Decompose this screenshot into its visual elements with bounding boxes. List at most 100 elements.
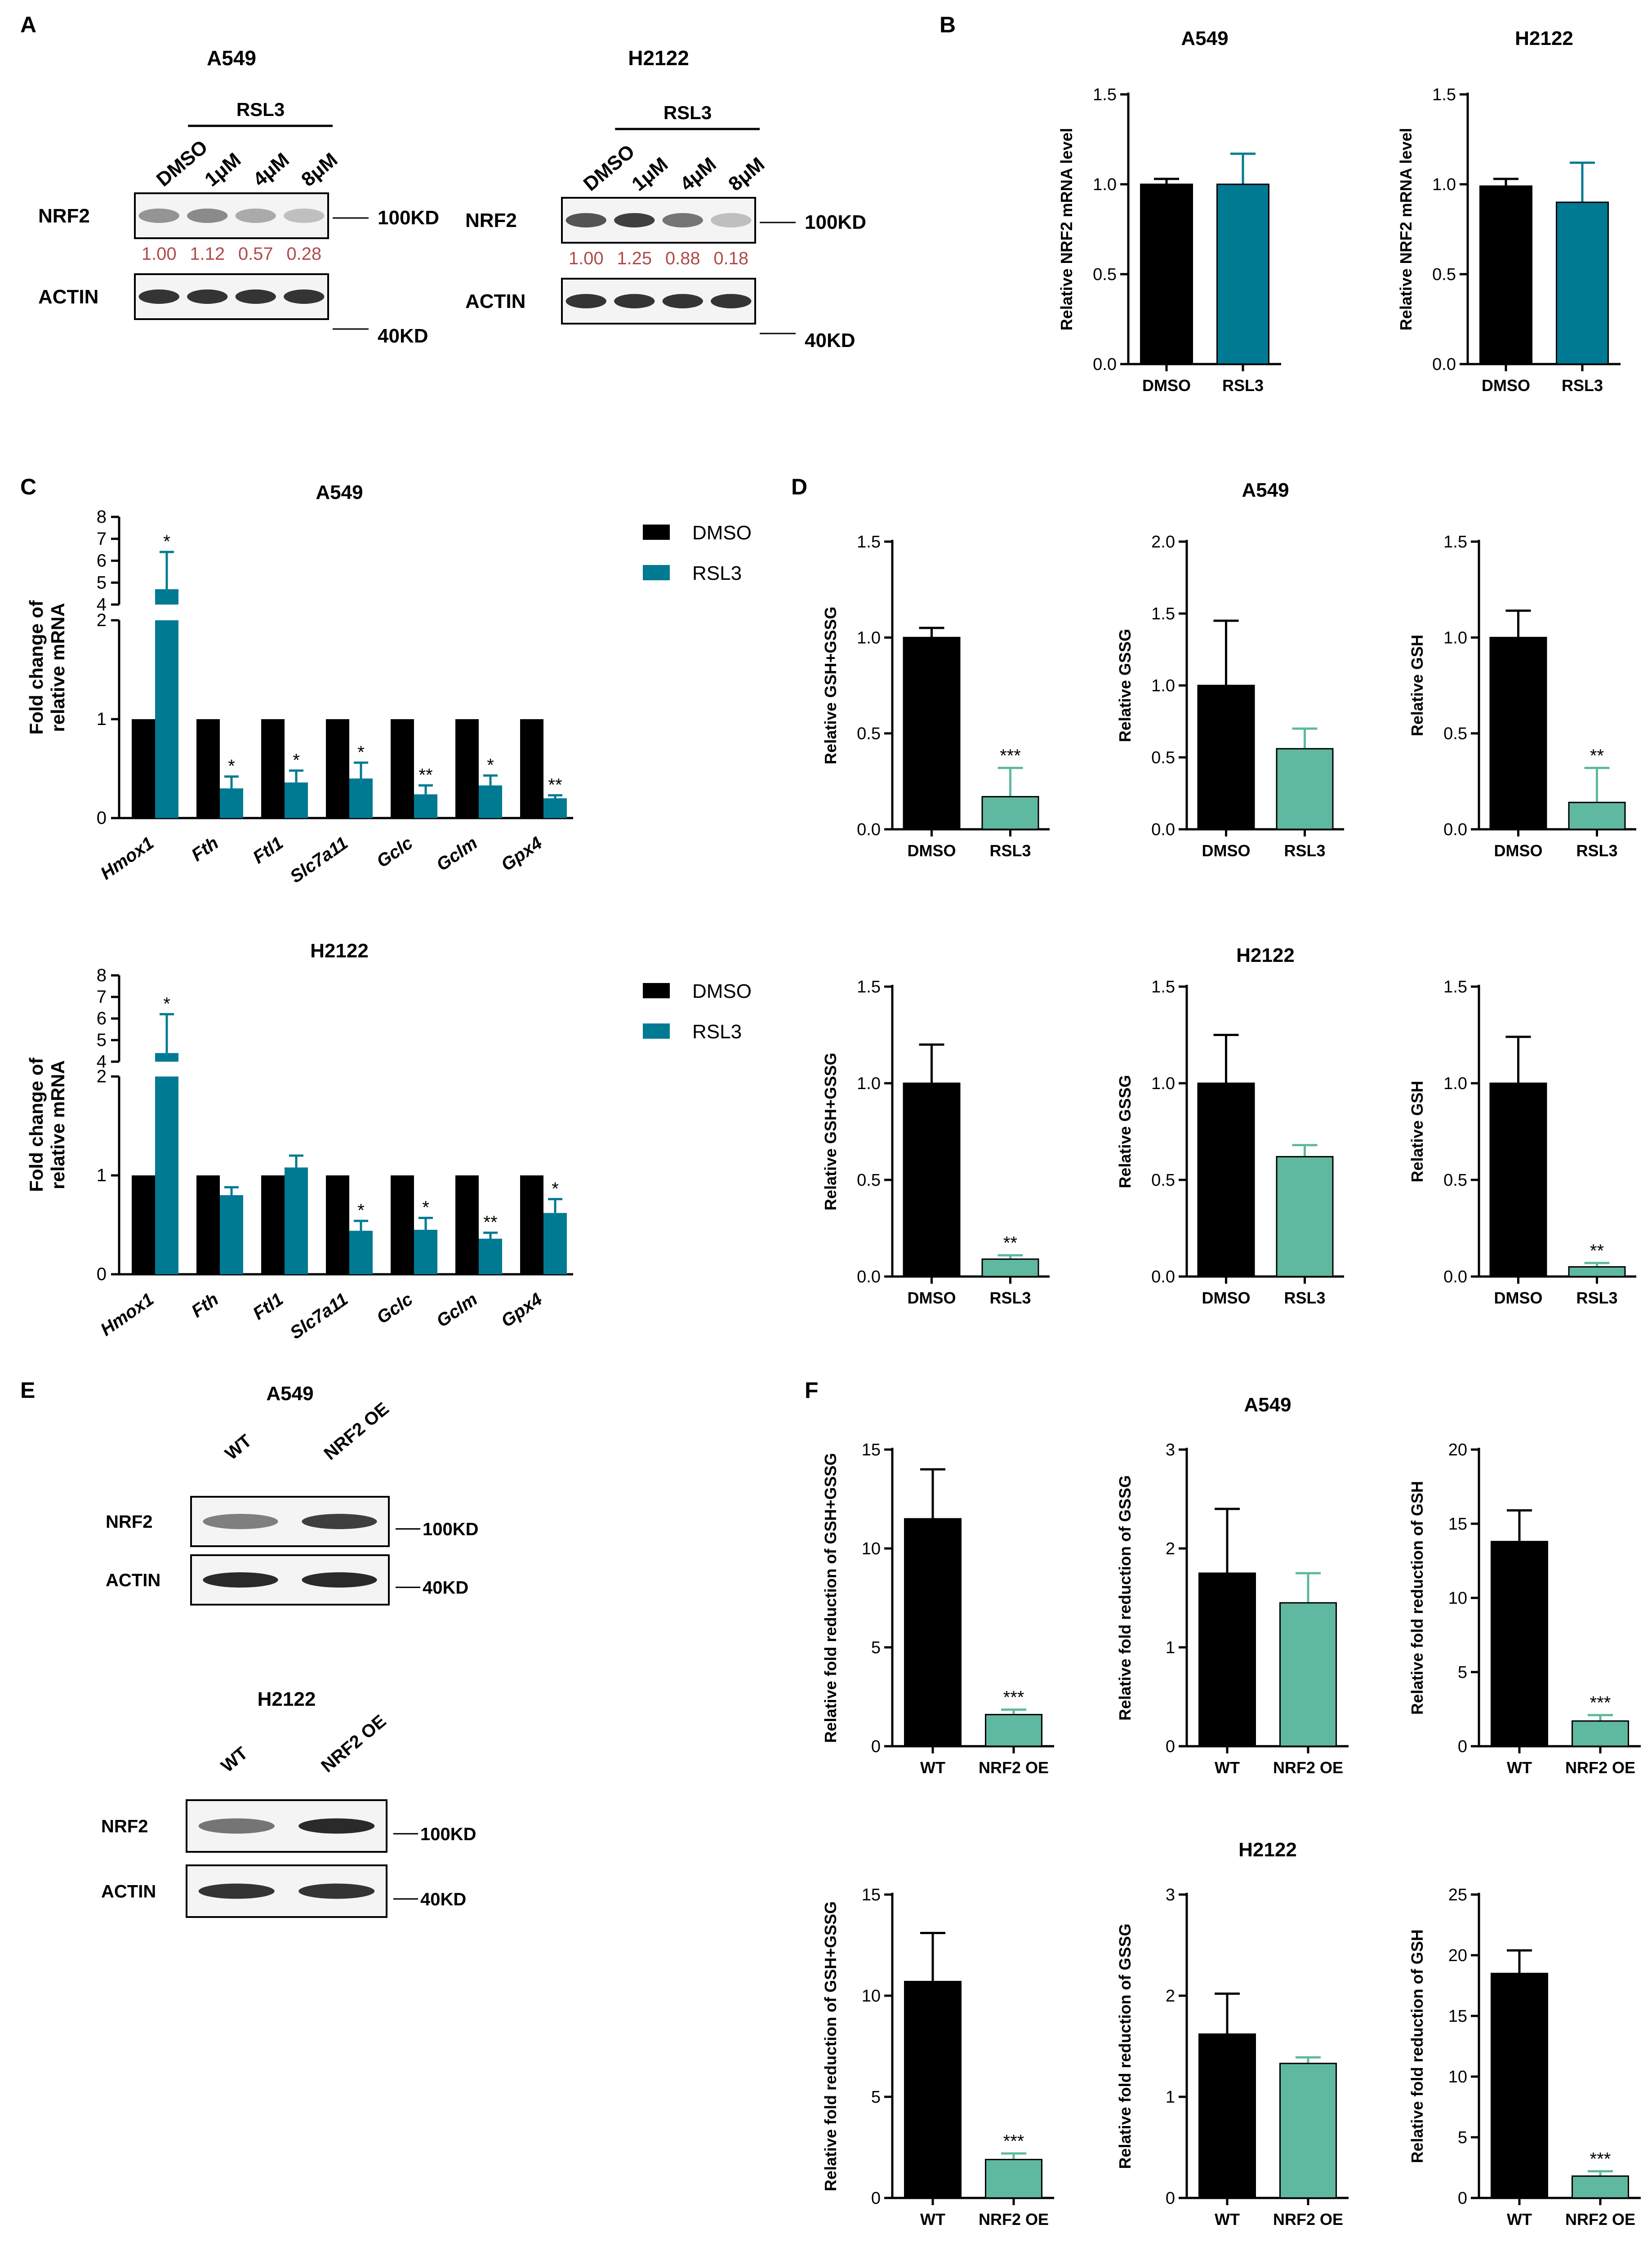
y-tick-label: 2	[97, 1067, 107, 1086]
bar-dmso-hmox1	[132, 719, 155, 818]
western-blot-oe-h2122: H2122 WT NRF2 OE NRF2 100KD ACTIN 40KD	[101, 1688, 476, 1918]
significance-marker: **	[483, 1213, 497, 1232]
y-tick-label: 1.5	[1151, 605, 1175, 623]
y-tick-label: 20	[1448, 1946, 1467, 1965]
legend-swatch-rsl3	[643, 565, 670, 580]
x-tick-label: NRF2 OE	[1273, 2210, 1343, 2229]
y-tick-label: 15	[1448, 2007, 1467, 2026]
legend-c-top: DMSO RSL3	[643, 522, 752, 584]
y-tick-label: 1	[97, 1165, 107, 1185]
y-tick-label: 1.5	[1432, 85, 1456, 104]
x-tick-label: DMSO	[1494, 1289, 1543, 1307]
quantification-value: 0.88	[665, 249, 700, 268]
x-tick-label: Gclm	[433, 1289, 481, 1331]
bar-rsl3-slc7a11	[349, 1231, 373, 1274]
y-tick-label: 2	[97, 610, 107, 630]
chart-d6: 0.0 0.5 1.0 1.5 Relative GSH DMSO RSL3 **	[1408, 978, 1636, 1307]
bar-rsl3	[1276, 1156, 1334, 1277]
lane-label: 4μM	[676, 153, 721, 196]
protein-label: ACTIN	[465, 290, 525, 312]
bar-rsl3	[981, 1258, 1039, 1277]
chart-d1: 0.0 0.5 1.0 1.5 Relative GSH+GSSG DMSO RSL3 ***	[821, 533, 1050, 860]
lane-label: 8μM	[724, 153, 769, 196]
panel-letter-c: C	[20, 474, 36, 499]
y-tick-label: 7	[97, 529, 107, 549]
x-tick-label: Ftl1	[249, 833, 287, 867]
y-tick-label: 0.0	[1443, 1268, 1467, 1286]
y-axis-label: Relative GSH	[1408, 635, 1426, 736]
protein-band	[235, 289, 276, 304]
y-tick-label: 1	[1166, 2088, 1175, 2107]
bar-rsl3-hmox1	[155, 1053, 178, 1274]
chart-d3: 0.0 0.5 1.0 1.5 Relative GSH DMSO RSL3 **	[1408, 533, 1636, 860]
x-tick-label: Gpx4	[498, 1289, 546, 1331]
significance-marker: *	[357, 1201, 365, 1220]
y-tick-label: 5	[97, 573, 107, 592]
x-tick-label: Slc7a11	[286, 833, 352, 887]
y-tick-label: 8	[97, 507, 107, 527]
y-tick-label: 10	[1448, 1589, 1467, 1608]
bar-rsl3-gclc	[414, 794, 437, 818]
y-tick-label: 0.5	[857, 1171, 881, 1190]
significance-marker: *	[293, 750, 300, 770]
y-tick-label: 0	[1458, 1737, 1467, 1756]
lane-label: 8μM	[297, 149, 342, 191]
bar-rsl3-ftl1	[285, 1167, 308, 1274]
size-marker-label: 100KD	[805, 211, 866, 233]
x-tick-label: Fth	[188, 1289, 222, 1321]
y-tick-label: 15	[862, 1441, 881, 1459]
bar-rsl3	[1216, 183, 1269, 365]
protein-band	[566, 294, 606, 308]
legend-label-rsl3: RSL3	[692, 1021, 742, 1043]
x-tick-label: NRF2 OE	[979, 1758, 1049, 1777]
protein-band	[711, 213, 752, 227]
panel-letter-a: A	[20, 12, 36, 37]
lane-label: WT	[218, 1743, 252, 1776]
x-tick-label: RSL3	[1284, 1289, 1325, 1307]
chart-title: H2122	[1238, 1839, 1297, 1861]
protein-label: ACTIN	[106, 1570, 160, 1590]
y-tick-label: 5	[1458, 2128, 1467, 2147]
panel-letter-b: B	[940, 12, 956, 37]
y-tick-label: 15	[1448, 1515, 1467, 1534]
size-marker-label: 100KD	[423, 1520, 479, 1539]
protein-label: NRF2	[465, 209, 517, 231]
x-tick-label: WT	[1215, 2210, 1240, 2229]
chart-c1: 0 1 24 5 678 Fold change of relative mRNA A549 *…	[26, 481, 573, 887]
y-axis-label: Relative fold reduction of GSH	[1408, 1929, 1426, 2163]
y-axis-label: Relative GSSG	[1116, 629, 1134, 742]
protein-band	[203, 1572, 278, 1588]
bar-dmso-fth	[196, 719, 220, 818]
panel-letter-e: E	[20, 1378, 35, 1403]
y-tick-label: 1.5	[1151, 978, 1175, 996]
bar-nrf2-oe	[1572, 1720, 1629, 1747]
y-tick-label: 1.5	[1443, 978, 1467, 996]
protein-band	[711, 294, 752, 308]
bar-rsl3-ftl1	[285, 782, 308, 818]
y-tick-label: 1	[97, 709, 107, 729]
y-tick-label: 0.5	[857, 725, 881, 743]
y-tick-label: 1.0	[1151, 1074, 1175, 1093]
y-tick-label: 1	[1166, 1638, 1175, 1657]
y-tick-label: 10	[1448, 2068, 1467, 2086]
y-tick-label: 0.0	[857, 820, 881, 839]
bar-rsl3	[1568, 801, 1626, 830]
lane-label: NRF2 OE	[317, 1711, 390, 1776]
y-tick-label: 4	[97, 1052, 107, 1072]
lane-label: NRF2 OE	[321, 1399, 393, 1464]
significance-marker: ***	[1590, 1693, 1611, 1713]
protein-label: NRF2	[38, 205, 90, 227]
x-tick-label: WT	[1507, 1758, 1532, 1777]
chart-c2: 0 1 245 6 78 Fold change of relative mRNA H2122…	[26, 940, 573, 1343]
y-tick-label: 0.0	[1151, 820, 1175, 839]
x-tick-label: Gclc	[373, 833, 416, 872]
y-axis-label: Relative NRF2 mRNA level	[1397, 128, 1415, 331]
protein-band	[138, 289, 179, 304]
y-tick-label: 0.0	[1443, 820, 1467, 839]
y-axis-label: Relative fold reduction of GSSG	[1116, 1923, 1134, 2169]
y-tick-label: 7	[97, 987, 107, 1007]
x-tick-label: RSL3	[1222, 376, 1264, 395]
y-axis-label: Relative fold reduction of GSSG	[1116, 1475, 1134, 1721]
bar-dmso	[1479, 185, 1532, 365]
y-axis-label: Relative GSH+GSSG	[821, 606, 840, 764]
